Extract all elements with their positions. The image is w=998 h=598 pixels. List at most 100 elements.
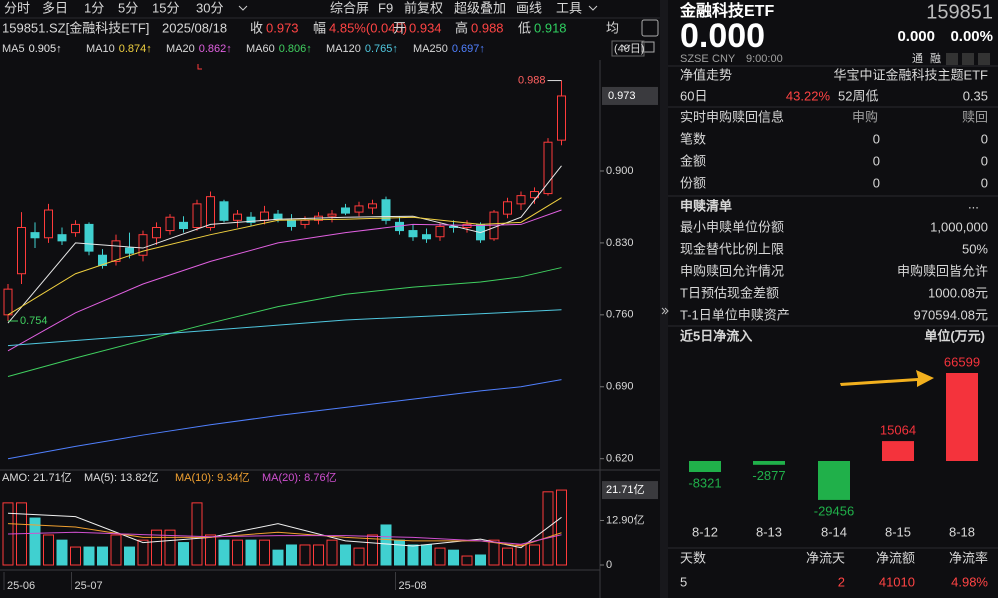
settings-icon[interactable] xyxy=(641,41,655,53)
volume-legend: MA(5): 13.82亿 xyxy=(84,471,159,484)
quote-label: 开 xyxy=(393,20,406,35)
ma-arrow: ↑ xyxy=(306,43,312,55)
row-value: 50% xyxy=(962,241,988,256)
toolbar-button[interactable]: 多日 xyxy=(42,0,68,15)
candle-body xyxy=(44,209,53,239)
candle-body xyxy=(408,230,418,238)
toolbar-button[interactable]: 5分 xyxy=(118,0,138,15)
expand-icon[interactable] xyxy=(661,307,669,315)
volume-bar xyxy=(421,544,432,566)
ma-value: 0.905 xyxy=(29,43,57,55)
ma-legend: MA250 0.697↑ xyxy=(413,43,485,55)
candle-body xyxy=(98,254,107,267)
quote-value: 0.918 xyxy=(534,20,567,35)
ma-line xyxy=(7,523,562,547)
dropdown-icon[interactable] xyxy=(588,5,598,11)
volume-bar xyxy=(164,529,176,566)
candle-body xyxy=(422,234,431,240)
volume-bar xyxy=(97,546,108,566)
edit-icon[interactable] xyxy=(946,53,958,65)
toolbar-button[interactable]: F9 xyxy=(378,0,393,15)
exchange: SZSE xyxy=(680,53,709,65)
toolbar-button[interactable]: 30分 xyxy=(196,0,223,15)
candle-body xyxy=(125,247,134,254)
quote-label: 低 xyxy=(518,20,531,35)
ma-name: MA10 xyxy=(86,43,115,55)
candle-body xyxy=(287,219,296,227)
ma-name: MA60 xyxy=(246,43,275,55)
dropdown-icon[interactable] xyxy=(621,44,631,50)
ma-value: 0.697 xyxy=(452,43,480,55)
inflow-label: -8321 xyxy=(688,475,721,490)
summary-header: 净流额 xyxy=(876,550,915,565)
row-label: 申购赎回允许情况 xyxy=(680,263,784,278)
row-value: 0 xyxy=(981,131,988,146)
volume-bar xyxy=(542,491,554,566)
window-icon[interactable] xyxy=(641,19,659,37)
toolbar-button[interactable]: 画线 xyxy=(516,0,542,15)
edit-icon[interactable] xyxy=(962,53,974,65)
row-value: 0 xyxy=(981,153,988,168)
volume-bar xyxy=(205,534,216,566)
volume-bar xyxy=(178,542,189,566)
candle-body xyxy=(219,201,229,221)
row-label: 最小申赎单位份额 xyxy=(680,219,784,234)
toolbar-button[interactable]: 工具 xyxy=(556,0,582,15)
toolbar-button[interactable]: 1分 xyxy=(84,0,104,15)
row-label: 金额 xyxy=(680,153,706,168)
summary-header: 天数 xyxy=(680,550,706,565)
ma-arrow: ↑ xyxy=(392,43,398,55)
currency: CNY xyxy=(712,53,736,65)
last-volume-box xyxy=(602,481,658,500)
candle-body xyxy=(557,95,566,141)
summary-header: 净流天 xyxy=(806,550,845,565)
ma-line xyxy=(7,209,562,352)
inflow-date: 8-14 xyxy=(821,524,847,539)
row-value: 0 xyxy=(873,175,880,190)
fund-name: 金融科技ETF xyxy=(679,1,774,20)
toolbar-button[interactable]: 分时 xyxy=(4,0,30,15)
row-label: 份额 xyxy=(680,175,706,190)
summary-value: 5 xyxy=(680,574,687,589)
ma-line xyxy=(7,531,562,545)
ma-arrow: ↑ xyxy=(479,43,485,55)
volume-bar xyxy=(151,529,162,566)
splitter[interactable] xyxy=(660,0,668,598)
row-value: 1,000,000 xyxy=(930,219,988,234)
summary-value: 4.98% xyxy=(951,574,988,589)
add-icon[interactable] xyxy=(978,53,990,65)
volume-bar xyxy=(110,534,122,566)
volume-bar xyxy=(218,539,230,566)
toolbar-button[interactable]: 前复权 xyxy=(404,0,443,15)
inflow-label: -29456 xyxy=(814,503,854,518)
quote-label: 均 xyxy=(606,20,619,35)
toolbar-button[interactable]: 综合屏 xyxy=(330,0,369,15)
range-button[interactable]: (40日) xyxy=(614,43,645,55)
x-tick-label: 25-07 xyxy=(75,580,103,592)
volume-bar xyxy=(448,549,459,566)
y-tick-label: 0 xyxy=(606,559,612,571)
x-tick-label: 25-08 xyxy=(399,580,427,592)
inflow-bar xyxy=(689,461,721,472)
ma-legend: MA60 0.806↑ xyxy=(246,43,312,55)
change: 0.000 xyxy=(897,28,935,45)
volume-bar xyxy=(515,544,527,566)
column-header: 申购 xyxy=(852,109,878,124)
toolbar-button[interactable]: 15分 xyxy=(152,0,179,15)
volume-bar xyxy=(299,544,311,566)
ma-legend: MA20 0.862↑ xyxy=(166,43,232,55)
y-tick-label: 0.690 xyxy=(606,381,634,393)
row-label: T-1日单位申赎资产 xyxy=(680,307,790,322)
more-button[interactable]: ... xyxy=(968,196,979,211)
volume-bar xyxy=(434,547,446,566)
candle-body xyxy=(30,232,40,239)
dropdown-icon[interactable] xyxy=(238,5,248,11)
ma-name: MA120 xyxy=(326,43,361,55)
volume-legend: AMO: 21.71亿 xyxy=(2,471,72,484)
toolbar-button[interactable]: 超级叠加 xyxy=(454,0,506,15)
ma-value: 0.862 xyxy=(199,43,227,55)
candle-body xyxy=(368,203,377,209)
candle-body xyxy=(165,216,175,232)
